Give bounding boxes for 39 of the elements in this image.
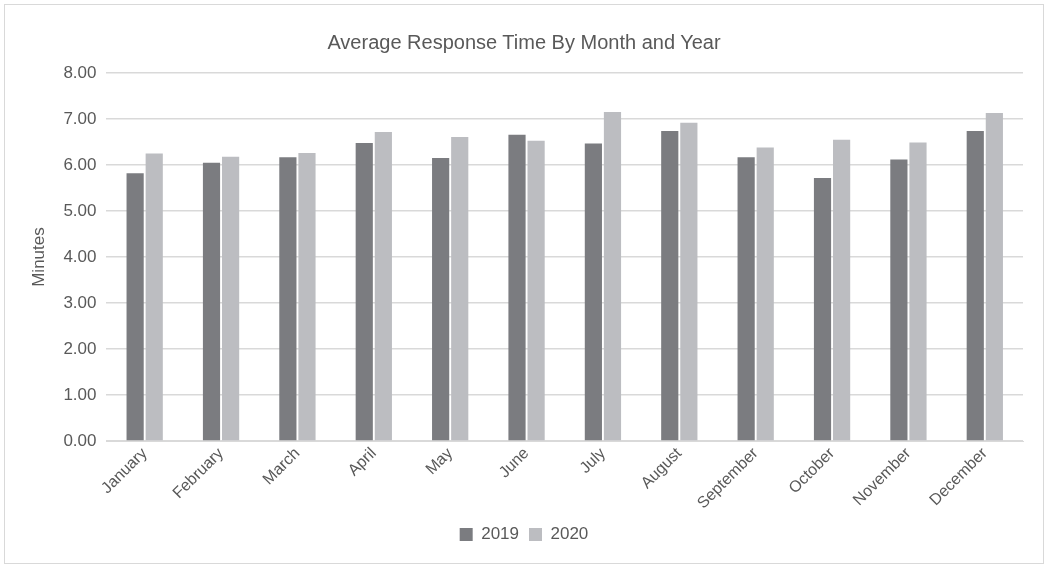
bar: [222, 156, 240, 441]
chart-title: Average Response Time By Month and Year: [327, 30, 721, 53]
y-tick-label: 3.00: [63, 292, 97, 312]
bar: [145, 153, 163, 441]
bar: [890, 159, 908, 441]
bar: [603, 112, 622, 441]
bar: [737, 157, 755, 441]
y-tick-label: 1.00: [63, 384, 97, 404]
legend-label: 2019: [481, 524, 520, 544]
y-tick-label: 0.00: [63, 430, 97, 450]
y-tick-label: 4.00: [63, 246, 97, 266]
y-tick-label: 2.00: [63, 338, 97, 358]
y-tick-label: 5.00: [63, 200, 97, 220]
y-tick-label: 7.00: [63, 108, 97, 128]
bar: [833, 139, 851, 441]
bar: [355, 142, 373, 441]
bar: [909, 142, 927, 441]
legend-label: 2020: [550, 524, 589, 544]
bar: [451, 136, 469, 441]
bar: [432, 158, 450, 441]
bar: [202, 162, 221, 441]
bar: [298, 153, 316, 441]
bar: [680, 122, 698, 441]
y-tick-label: 8.00: [63, 62, 97, 82]
bar: [966, 130, 984, 441]
bar: [527, 140, 545, 441]
y-tick-label: 6.00: [63, 154, 97, 174]
x-tick-label: July: [576, 444, 609, 477]
x-tick-label: May: [422, 444, 456, 478]
bar: [661, 130, 679, 441]
bar: [756, 147, 774, 441]
bar: [374, 131, 392, 441]
bar: [279, 157, 297, 441]
bar: [508, 134, 526, 441]
bar: [985, 113, 1003, 441]
bar: [126, 173, 144, 441]
bar: [584, 143, 602, 441]
bar: [813, 177, 832, 441]
y-axis-title: Minutes: [28, 227, 48, 287]
